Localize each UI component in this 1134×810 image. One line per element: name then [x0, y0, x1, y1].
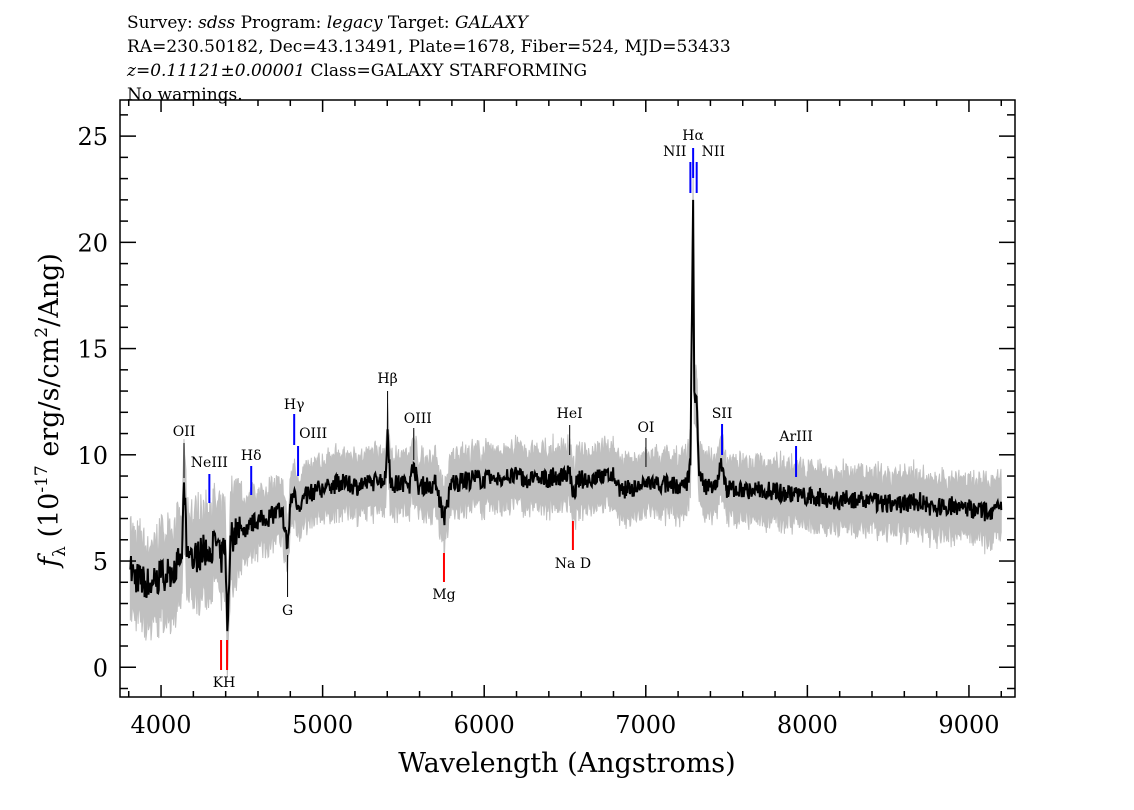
marker-label: OIII — [299, 426, 327, 442]
marker-label: HeI — [557, 406, 583, 422]
marker-label: Hγ — [284, 397, 305, 413]
redshift: z=0.11121±0.00001 — [127, 61, 306, 81]
x-axis-label: Wavelength (Angstroms) — [398, 748, 735, 779]
y-tick-label: 5 — [93, 548, 108, 576]
marker-label: Mg — [432, 587, 455, 603]
target-label: Target: — [387, 13, 450, 33]
x-tick-label: 4000 — [131, 711, 192, 739]
spectrum-line — [129, 199, 1003, 632]
marker-label: Hβ — [377, 371, 397, 387]
marker-label: Hα — [682, 128, 704, 144]
header-line-3: z=0.11121±0.00001 Class=GALAXY STARFORMI… — [127, 60, 587, 82]
x-tick-label: 7000 — [615, 711, 676, 739]
marker-label: OII — [173, 424, 196, 440]
y-tick-label: 25 — [77, 123, 108, 151]
marker-label: NII — [663, 144, 686, 160]
survey-value: sdss — [198, 13, 236, 33]
survey-label: Survey: — [127, 13, 193, 33]
program-value: legacy — [326, 13, 383, 33]
error-band — [129, 171, 1002, 678]
x-tick-label: 5000 — [292, 711, 353, 739]
y-tick-label: 15 — [77, 336, 108, 364]
y-tick-label: 20 — [77, 229, 108, 257]
x-tick-label: 6000 — [454, 711, 515, 739]
program-label: Program: — [240, 13, 322, 33]
marker-label: Hδ — [241, 448, 262, 464]
marker-label: SII — [712, 406, 733, 422]
x-tick-label: 9000 — [938, 711, 999, 739]
plot-frame — [119, 99, 1016, 698]
header-line-2: RA=230.50182, Dec=43.13491, Plate=1678, … — [127, 37, 731, 57]
y-axis-label: fλ (10-17 erg/s/cm2/Ang) — [32, 253, 70, 569]
y-tick-label: 0 — [93, 654, 108, 682]
marker-label: KH — [213, 675, 236, 691]
marker-label: G — [282, 603, 293, 619]
marker-label: Na D — [555, 556, 591, 572]
x-tick-label: 8000 — [777, 711, 838, 739]
marker-label: NII — [702, 144, 725, 160]
marker-label: OIII — [404, 411, 432, 427]
header-line-1: Survey: sdss Program: legacy Target: GAL… — [127, 12, 528, 34]
y-tick-label: 10 — [77, 442, 108, 470]
class-label: Class=GALAXY STARFORMING — [310, 61, 588, 81]
marker-label: ArIII — [778, 429, 812, 445]
marker-label: OI — [637, 420, 654, 436]
target-value: GALAXY — [455, 13, 528, 33]
marker-label: NeIII — [191, 455, 228, 471]
